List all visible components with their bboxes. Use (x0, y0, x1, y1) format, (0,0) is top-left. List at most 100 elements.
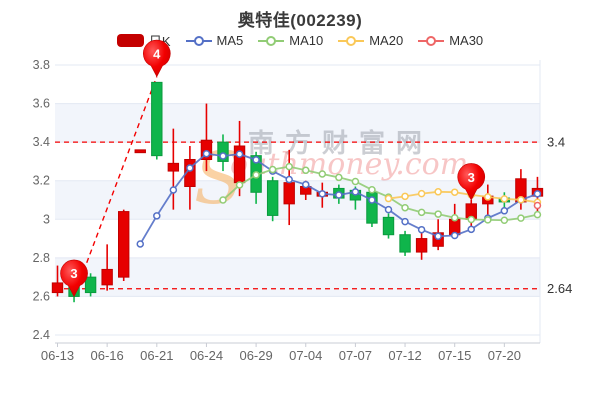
ma20-point (417, 189, 426, 198)
candle-body (399, 234, 411, 253)
ma20-point (384, 194, 393, 203)
x-tick-label: 07-20 (488, 348, 521, 363)
x-tick-label: 07-04 (289, 348, 322, 363)
ma5-point (450, 231, 459, 240)
ma5-point (186, 164, 194, 172)
ma10-point (484, 216, 492, 224)
ma10-point (235, 181, 244, 189)
candle-body (382, 216, 395, 236)
ma10-point (500, 216, 509, 224)
ref-line-label: 2.64 (547, 281, 572, 296)
x-tick-label: 06-29 (239, 348, 272, 363)
ma10-point (417, 208, 426, 217)
y-tick-label: 3.4 (33, 135, 50, 149)
ma20-point (450, 188, 459, 196)
candle-body (167, 162, 180, 172)
candle-07-12[interactable] (399, 230, 411, 256)
ma5-point (136, 240, 144, 248)
ma5-point (202, 149, 211, 158)
ma10-point (533, 210, 542, 219)
ma5-point (533, 190, 542, 198)
candle-body (200, 139, 213, 160)
candle-body (217, 141, 229, 162)
candle-body (415, 238, 428, 253)
ma5-point (302, 180, 310, 189)
ma-line-icon-ring (346, 35, 357, 46)
y-tick-label: 2.6 (33, 289, 50, 303)
ma10-point (335, 173, 343, 182)
legend: 日K MA5 MA10 MA20 MA30 (0, 31, 600, 50)
candle-07-11[interactable] (382, 213, 395, 239)
candle-06-14[interactable] (68, 280, 80, 303)
ma-line-icon (185, 35, 212, 47)
ma20-point (434, 188, 442, 196)
legend-item-label: MA5 (216, 33, 244, 48)
legend-item-ma20[interactable]: MA20 (338, 33, 403, 48)
legend-item-ma10[interactable]: MA10 (258, 33, 323, 48)
ma10-point (351, 177, 360, 186)
ma10-point (467, 215, 475, 224)
ma5-point (368, 196, 376, 204)
candle-body (101, 268, 113, 286)
ma5-point (285, 175, 293, 184)
legend-item-label: 日K (148, 34, 171, 49)
x-tick-label: 07-07 (339, 348, 372, 363)
candle-06-22[interactable] (167, 128, 180, 210)
ma10-point (219, 196, 227, 204)
ma5-point (235, 150, 244, 158)
candle-series-icon (116, 34, 144, 47)
candle-06-20[interactable] (134, 149, 146, 154)
y-tick-label: 3.8 (33, 58, 50, 72)
x-tick-label: 06-13 (41, 348, 74, 363)
candle-06-15[interactable] (84, 273, 97, 297)
y-tick-label: 3 (43, 212, 50, 226)
candle-body (51, 282, 64, 294)
watermark-en: outhmoney.com (230, 147, 468, 182)
candle-body (283, 182, 295, 205)
ma10-point (268, 165, 277, 174)
ma10-point (302, 166, 310, 175)
candle-07-08[interactable] (366, 190, 378, 227)
legend-item-ma30[interactable]: MA30 (418, 33, 483, 48)
candle-body (118, 211, 130, 278)
legend-item-label: MA10 (289, 33, 324, 48)
x-tick-label: 07-15 (438, 348, 471, 363)
legend-item-rik[interactable]: 日K (116, 31, 171, 50)
ma5-point (169, 186, 178, 194)
ma5-point (252, 156, 260, 164)
candle-body (68, 282, 80, 297)
ma10-point (434, 210, 442, 218)
candle-07-13[interactable] (415, 228, 428, 260)
candle-06-23[interactable] (184, 145, 196, 210)
x-tick-label: 06-24 (190, 348, 223, 363)
ma5-point (401, 217, 409, 226)
ma5-point (467, 225, 475, 234)
watermark-cn: 南方财富网 (248, 128, 433, 158)
candle-06-16[interactable] (101, 244, 113, 291)
x-tick-label: 07-12 (388, 348, 421, 363)
ma5-point (335, 191, 343, 199)
ma10-point (285, 162, 293, 171)
candle-06-21[interactable] (151, 81, 163, 160)
ma5-point (219, 152, 227, 160)
candle-body (134, 149, 146, 154)
chart-title: 奥特佳(002239) (237, 11, 363, 30)
ma-line-icon-ring (426, 35, 437, 46)
candle-06-24[interactable] (200, 103, 213, 172)
candle-06-17[interactable] (118, 209, 130, 281)
ma10-point (517, 214, 525, 222)
ma10-point (368, 186, 376, 194)
candle-07-18[interactable] (465, 199, 477, 229)
ref-line-label: 3.4 (547, 135, 565, 150)
ma5-point (384, 205, 393, 214)
grid-band (55, 103, 540, 143)
legend-item-label: MA30 (449, 33, 484, 48)
x-tick-label: 06-21 (140, 348, 173, 363)
ma5-point (417, 225, 426, 234)
candle-06-30[interactable] (266, 176, 279, 222)
legend-item-ma5[interactable]: MA5 (185, 33, 244, 48)
ma20-point (484, 193, 492, 201)
ma10-point (401, 203, 409, 212)
